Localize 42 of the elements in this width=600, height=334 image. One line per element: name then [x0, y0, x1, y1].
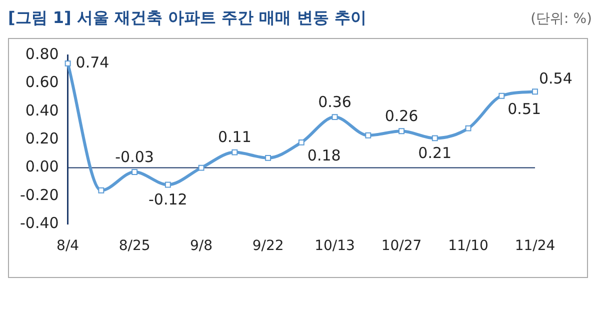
- x-tick-label: 11/24: [514, 238, 556, 254]
- point: [532, 88, 538, 95]
- data-label: 0.74: [76, 53, 110, 72]
- data-label: 0.54: [539, 70, 572, 88]
- x-tick-label: 9/8: [190, 238, 213, 254]
- point: [132, 169, 138, 176]
- data-label: -0.12: [148, 190, 188, 209]
- point: [398, 128, 404, 134]
- y-tick-label: 0.80: [25, 44, 59, 63]
- data-label: 0.21: [418, 144, 452, 162]
- y-tick-label: 0.40: [25, 101, 59, 120]
- point: [164, 182, 171, 188]
- y-tick-label: 0.20: [25, 129, 59, 148]
- x-tick-label: 8/25: [118, 238, 150, 254]
- point: [432, 135, 438, 142]
- point: [365, 132, 372, 138]
- x-tick-label: 10/27: [381, 238, 422, 254]
- x-tick-label: 11/10: [448, 238, 488, 254]
- point: [232, 149, 238, 156]
- data-label: 0.18: [307, 146, 341, 164]
- y-tick-label: -0.40: [20, 214, 59, 232]
- x-tick-label: 10/13: [314, 238, 355, 254]
- data-label: 0.11: [218, 128, 252, 146]
- y-tick-label: -0.20: [20, 186, 59, 204]
- chart-title: [그림 1] 서울 재건축 아파트 주간 매매 변동 추이: [8, 8, 366, 29]
- y-tick-label: 0.00: [25, 158, 59, 176]
- y-tick-label: 0.60: [25, 73, 59, 92]
- point: [64, 60, 71, 66]
- text: (단위: %): [530, 11, 592, 27]
- point: [98, 187, 104, 194]
- point: [332, 114, 338, 120]
- data-label: 0.51: [508, 100, 542, 118]
- point: [298, 139, 304, 146]
- data-label: 0.26: [384, 107, 418, 126]
- point: [498, 92, 505, 99]
- point: [198, 164, 204, 171]
- x-tick-label: 8/4: [56, 238, 80, 254]
- point: [465, 125, 472, 132]
- data-label: -0.03: [115, 148, 154, 166]
- x-tick-label: 9/22: [252, 238, 284, 254]
- data-label: 0.36: [318, 92, 352, 111]
- point: [265, 154, 272, 161]
